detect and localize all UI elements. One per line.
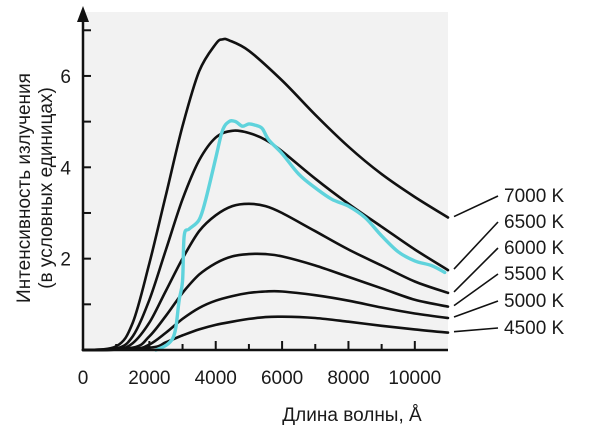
legend-leader-line [453, 300, 499, 318]
series-layer [81, 37, 450, 352]
y-tick-label: 4 [60, 158, 71, 179]
series-line-sun [154, 119, 447, 352]
x-tick-label: 2000 [128, 368, 170, 389]
y-axis-title: Интенсивность излучения (в условных един… [14, 73, 57, 303]
y-axis-arrow-icon [77, 6, 89, 22]
axes [77, 6, 448, 352]
series-line-6000k [81, 202, 450, 352]
legend-leader-line [453, 247, 499, 293]
series-line-7000k [81, 37, 450, 352]
x-tick-label: 0 [78, 368, 89, 389]
series-line-5000k [81, 289, 450, 352]
legend-label: 6000 K [504, 238, 565, 259]
x-tick-label: 4000 [195, 368, 237, 389]
legend-label: 6500 K [504, 212, 565, 233]
x-tick-label: 10000 [388, 368, 441, 389]
legend-leader-line [453, 195, 499, 218]
y-tick-label: 2 [60, 250, 71, 271]
tick-labels: 0 2000 4000 6000 8000 10000 2 4 6 [60, 67, 441, 389]
y-tick-label: 6 [60, 67, 71, 88]
legend-leader-line [453, 221, 499, 270]
legend: 7000 K 6500 K 6000 K 5500 K 5000 K 4500 K [453, 186, 565, 339]
legend-label: 7000 K [504, 186, 565, 207]
y-axis-title-line2: (в условных единицах) [36, 87, 57, 289]
legend-label: 5500 K [504, 264, 565, 285]
legend-label: 4500 K [504, 318, 565, 339]
x-axis-title: Длина волны, Å [282, 405, 422, 426]
legend-leader-line [453, 327, 499, 333]
legend-leader-line [453, 273, 499, 307]
y-axis-title-line1: Интенсивность излучения [14, 73, 35, 303]
x-tick-label: 6000 [261, 368, 303, 389]
plot-area [83, 12, 448, 350]
x-tick-label: 8000 [327, 368, 369, 389]
series-line-5500k [81, 252, 450, 352]
legend-label: 5000 K [504, 291, 565, 312]
